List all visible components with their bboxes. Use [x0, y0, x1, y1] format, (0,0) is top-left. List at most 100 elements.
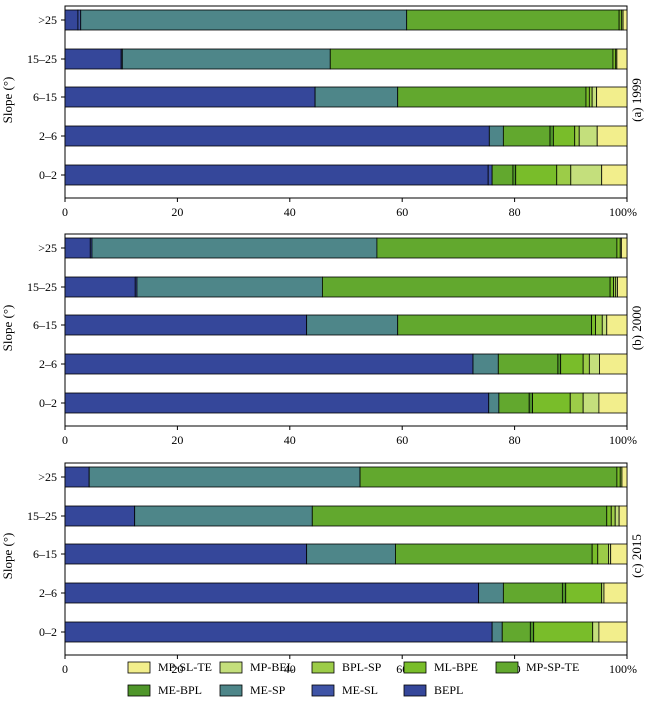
bar-segment-bepl — [64, 621, 493, 643]
x-tick-label: 0 — [62, 205, 68, 219]
x-tick-label: 60 — [396, 205, 408, 219]
bar-segment-mp-bel — [591, 86, 598, 108]
legend-swatch — [495, 661, 519, 674]
bar-segment-mp-sp-te — [376, 237, 618, 259]
bar-segment-mp-sp-te — [329, 48, 614, 70]
x-tick-label: 40 — [284, 662, 296, 676]
y-tick-label: >25 — [38, 241, 57, 255]
bar-segment-bepl — [64, 314, 308, 336]
y-tick-label: 2–6 — [39, 129, 57, 143]
y-tick-label: 6–15 — [33, 547, 57, 561]
bar-segment-mp-sl-te — [603, 582, 628, 604]
legend-item-bepl: BEPL — [403, 683, 463, 697]
bar-segment-mp-sl-te — [616, 48, 628, 70]
bar-segment-mp-sp-te — [501, 621, 531, 643]
bar-segment-me-sp — [472, 353, 499, 375]
legend-label: ME-SP — [250, 683, 286, 697]
bar-segment-bepl — [64, 9, 79, 31]
bar-segment-mp-sp-te — [502, 125, 551, 147]
bar-segment-bepl — [64, 392, 490, 414]
legend-item-me-bpl: ME-BPL — [127, 683, 202, 697]
y-axis-title-c: Slope (°) — [0, 533, 15, 580]
bar-segment-ml-bpe — [616, 466, 621, 488]
legend-label: ML-BPE — [434, 660, 478, 674]
bar-segment-mp-sp-te — [502, 582, 563, 604]
legend-item-me-sl: ME-SL — [311, 683, 378, 697]
y-tick-label: 0–2 — [39, 396, 57, 410]
bar-segment-mp-sp-te — [321, 276, 611, 298]
bar-segment-mp-sl-te — [610, 543, 628, 565]
bar-segment-me-sp — [306, 543, 396, 565]
legend-item-mp-sl-te: MP-SL-TE — [127, 660, 212, 674]
bar-segment-mp-sp-te — [397, 86, 587, 108]
y-tick-label: 2–6 — [39, 586, 57, 600]
bar-segment-ml-bpe — [533, 621, 594, 643]
bar-segment-mp-sl-te — [618, 505, 628, 527]
bar-segment-mp-bel — [570, 164, 603, 186]
bar-segment-me-sp — [91, 237, 378, 259]
x-tick-label: 40 — [284, 433, 296, 447]
bar-segment-ml-bpe — [616, 237, 621, 259]
legend-label: BPL-SP — [342, 660, 382, 674]
bar-segment-me-sp — [488, 125, 504, 147]
bar-segment-mp-sl-te — [599, 353, 628, 375]
bar-segment-mp-sp-te — [395, 543, 593, 565]
bar-segment-mp-bel — [578, 125, 598, 147]
legend-swatch — [127, 684, 151, 697]
y-tick-label: 15–25 — [27, 509, 57, 523]
x-tick-label: 100% — [609, 433, 637, 447]
bar-segment-mp-sl-te — [622, 9, 628, 31]
legend-label: MP-BEL — [250, 660, 294, 674]
bar-segment-mp-sl-te — [620, 237, 628, 259]
bar-segment-mp-sp-te — [498, 392, 530, 414]
y-tick-label: 15–25 — [27, 280, 57, 294]
x-tick-label: 80 — [509, 433, 521, 447]
bar-segment-mp-sp-te — [359, 466, 618, 488]
y-tick-label: >25 — [38, 13, 57, 27]
bar-segment-bepl — [64, 125, 490, 147]
legend-swatch — [219, 661, 243, 674]
bar-segment-me-sp — [478, 582, 504, 604]
x-tick-label: 0 — [62, 433, 68, 447]
bar-segment-me-sp — [121, 48, 331, 70]
bar-segment-mp-sl-te — [606, 314, 628, 336]
bar-segment-mp-bel — [592, 621, 600, 643]
panel-title: (b) 2000 — [629, 306, 644, 350]
bar-segment-bepl — [64, 466, 90, 488]
x-tick-label: 20 — [171, 205, 183, 219]
bar-segment-bepl — [64, 353, 474, 375]
bar-segment-me-bpl — [529, 621, 535, 643]
bar-segment-ml-bpe — [609, 276, 614, 298]
bar-segment-mp-sl-te — [601, 164, 628, 186]
bar-segment-ml-bpe — [532, 392, 571, 414]
bar-segment-mp-sp-te — [497, 353, 559, 375]
bar-segment-mp-sp-te — [311, 505, 608, 527]
x-tick-label: 40 — [284, 205, 296, 219]
panel-1: >25 15–25 6–15 2–6 0–2 0 20 40 60 80 100% (a) 1999 — [27, 5, 644, 219]
bar-segment-bepl — [64, 505, 136, 527]
bar-segment-mp-bel — [582, 392, 600, 414]
legend-item-mp-sp-te: MP-SP-TE — [495, 660, 579, 674]
x-tick-label: 100% — [609, 662, 637, 676]
legend-item-mp-bel: MP-BEL — [219, 660, 294, 674]
bar-segment-ml-bpe — [591, 314, 596, 336]
y-axis-title-b: Slope (°) — [0, 305, 15, 352]
bar-segment-bepl — [64, 543, 308, 565]
bar-segment-me-sl — [77, 9, 82, 31]
bar-segment-me-sl — [487, 164, 493, 186]
legend-item-me-sp: ME-SP — [219, 683, 286, 697]
bar-segment-bepl — [64, 582, 480, 604]
bar-segment-me-sp — [491, 621, 503, 643]
legend-swatch — [403, 661, 427, 674]
bar-segment-me-bpl — [549, 125, 554, 147]
y-tick-label: 6–15 — [33, 90, 57, 104]
bar-segment-ml-bpe — [515, 164, 558, 186]
legend-swatch — [311, 684, 335, 697]
bar-segment-mp-sl-te — [596, 86, 628, 108]
bar-segment-bpl-sp — [556, 164, 572, 186]
x-tick-label: 20 — [171, 433, 183, 447]
legend-swatch — [127, 661, 151, 674]
